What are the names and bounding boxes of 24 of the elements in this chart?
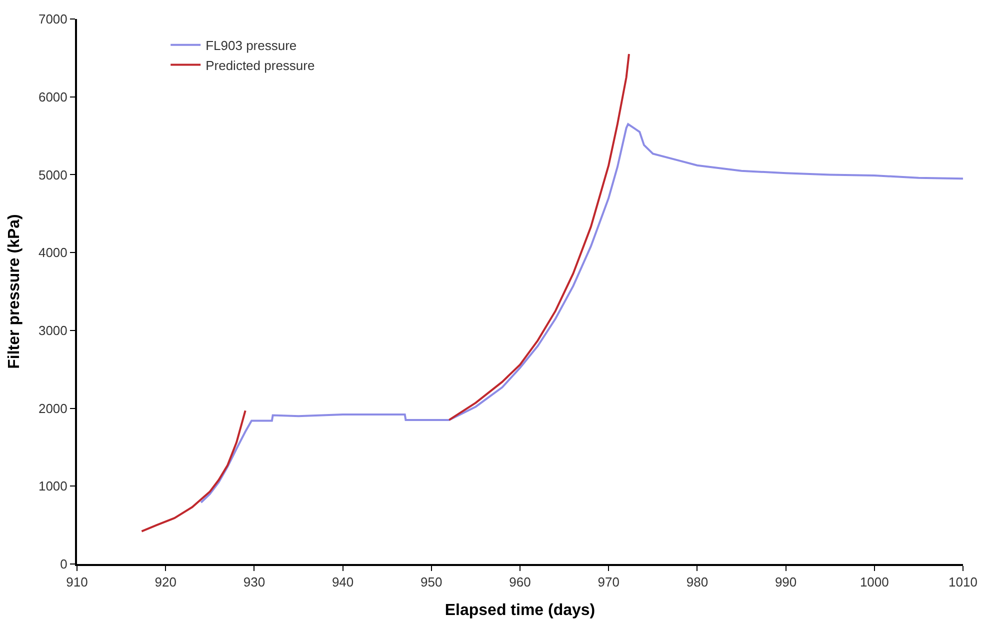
y-axis-title: Filter pressure (kPa) [6,214,23,369]
x-tick-label: 930 [243,574,266,590]
legend-label: FL903 pressure [206,38,297,53]
y-tick-label: 3000 [38,322,68,338]
line-series [200,123,963,504]
x-tick-label: 990 [774,574,797,590]
x-tick-label: 1010 [948,574,978,590]
x-tick-label: 940 [332,574,354,590]
x-tick-label: 960 [509,574,531,590]
x-tick-label: 970 [598,574,620,590]
y-tick-label: 7000 [38,12,68,27]
x-tick-label: 980 [686,574,708,590]
y-tick-label: 4000 [38,245,68,260]
x-tick-label: 950 [420,574,442,590]
y-tick-label: 6000 [38,89,68,104]
y-tick-label: 2000 [38,400,68,416]
y-tick-label: 1000 [38,478,68,494]
x-tick-label: 1000 [860,574,889,590]
y-tick-label: 5000 [38,167,68,182]
x-axis-title: Elapsed time (days) [444,602,596,619]
legend-label: Predicted pressure [206,58,315,73]
x-tick-label: 920 [154,574,176,590]
x-tick-label: 910 [66,574,88,590]
y-tick-label: 0 [60,556,68,572]
